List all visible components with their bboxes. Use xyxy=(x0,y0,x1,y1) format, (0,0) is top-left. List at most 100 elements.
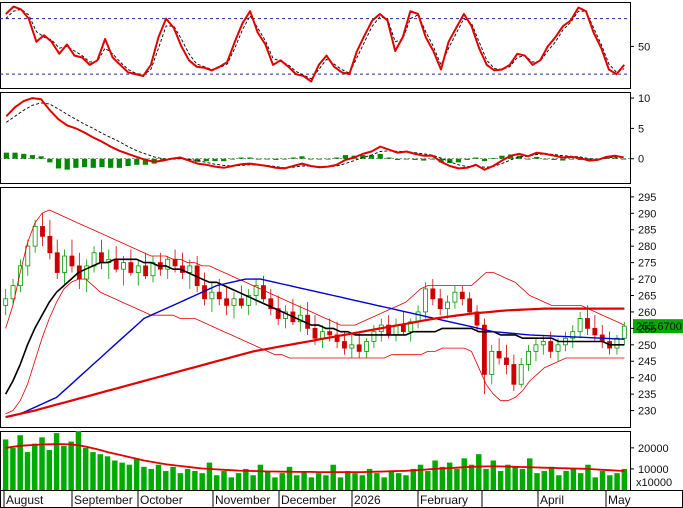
volume-bar xyxy=(359,475,366,490)
price-candle-body xyxy=(400,324,406,333)
volume-bar xyxy=(264,471,271,490)
price-candle-body xyxy=(555,344,561,352)
price-candle-body xyxy=(62,255,68,273)
macd-histogram-bar xyxy=(212,158,218,162)
volume-bar xyxy=(2,439,9,490)
macd-histogram-bar xyxy=(377,153,383,159)
macd-histogram-bar xyxy=(142,158,149,165)
volume-bar xyxy=(199,473,205,490)
volume-bar xyxy=(221,471,227,490)
volume-bar xyxy=(548,466,555,490)
volume-bar xyxy=(206,462,213,490)
price-ma-long-line xyxy=(5,278,625,418)
volume-bar xyxy=(184,468,191,490)
volume-bar xyxy=(468,464,475,490)
volume-bar xyxy=(323,475,329,490)
volume-unit-label: x10000 xyxy=(636,477,672,489)
panel-frame-stoch xyxy=(0,2,631,89)
price-bollinger-line xyxy=(5,209,625,329)
x-month-label: 2026 xyxy=(354,493,381,507)
x-month-label: February xyxy=(420,493,468,507)
stoch-series-line xyxy=(5,5,625,83)
price-tick-label: 260 xyxy=(638,307,656,319)
macd-histogram-bar xyxy=(290,157,296,159)
price-candle-body xyxy=(437,298,443,310)
volume-bar xyxy=(170,466,176,490)
macd-histogram-bar xyxy=(386,157,392,159)
last-price-badge xyxy=(633,319,683,334)
volume-bar xyxy=(301,471,307,490)
price-tick-label: 295 xyxy=(638,192,656,204)
price-candle-body xyxy=(452,291,458,303)
price-candle-body xyxy=(496,350,502,359)
macd-histogram-bar xyxy=(429,158,435,160)
price-candle-body xyxy=(172,258,178,267)
volume-bar xyxy=(483,468,489,490)
stoch-series-line xyxy=(5,8,625,80)
price-candle-body xyxy=(246,295,252,306)
macd-signal-line xyxy=(6,102,624,169)
macd-histogram-bar xyxy=(99,158,105,168)
price-candle-body xyxy=(268,298,274,310)
volume-bar xyxy=(294,475,300,490)
macd-histogram-bar xyxy=(481,158,488,162)
volume-bar xyxy=(439,466,446,490)
volume-bar xyxy=(403,475,409,490)
price-candle-body xyxy=(17,265,23,287)
price-candle-body xyxy=(430,288,436,300)
price-candle-body xyxy=(349,344,355,349)
macd-histogram-bar xyxy=(264,158,270,160)
volume-bar xyxy=(366,468,373,490)
volume-bar xyxy=(286,466,293,490)
volume-bar xyxy=(497,471,504,490)
macd-histogram-bar xyxy=(499,155,505,159)
volume-bar xyxy=(163,471,169,490)
volume-bar xyxy=(315,473,322,490)
macd-histogram-bar xyxy=(551,158,557,160)
macd-histogram-bar xyxy=(281,158,288,160)
macd-line xyxy=(5,97,624,171)
price-candle-body xyxy=(209,291,215,300)
price-ma-verylong-line xyxy=(5,307,625,419)
price-candle-body xyxy=(533,344,539,352)
volume-bar xyxy=(454,468,460,490)
macd-histogram-bar xyxy=(525,158,531,160)
volume-bar xyxy=(214,475,220,490)
x-month-label: November xyxy=(215,493,270,507)
volume-bar xyxy=(505,464,511,490)
volume-bar xyxy=(446,462,453,490)
price-candle-body xyxy=(364,341,369,352)
volume-bar xyxy=(61,445,67,490)
macd-histogram-bar xyxy=(125,158,131,167)
price-candle-body xyxy=(275,308,281,319)
macd-histogram-bar xyxy=(273,158,279,160)
macd-histogram-bar xyxy=(308,158,314,160)
price-tick-label: 255 xyxy=(638,323,656,335)
volume-bar xyxy=(417,464,424,490)
price-tick-label: 235 xyxy=(638,389,656,401)
price-candle-body xyxy=(423,288,428,313)
macd-histogram-bar xyxy=(325,158,331,160)
macd-histogram-bar xyxy=(334,157,340,159)
macd-histogram-bar xyxy=(134,158,140,165)
volume-bar xyxy=(97,454,103,490)
price-candle-body xyxy=(621,325,627,339)
macd-histogram-bar xyxy=(438,158,444,163)
price-candle-body xyxy=(592,327,598,336)
volume-bar xyxy=(46,449,53,490)
panel-frame-macd xyxy=(0,92,631,184)
stoch-tick-label: 50 xyxy=(638,41,650,53)
macd-histogram-bar xyxy=(394,158,401,160)
volume-bar xyxy=(119,462,125,490)
x-month-label: April xyxy=(540,493,564,507)
price-candle-body xyxy=(3,298,9,306)
macd-histogram-bar xyxy=(473,157,479,159)
price-candle-body xyxy=(54,252,60,273)
macd-histogram-bar xyxy=(360,155,366,159)
price-candle-body xyxy=(312,327,318,339)
price-candle-body xyxy=(47,235,53,254)
volume-bar xyxy=(345,471,351,490)
price-candle-body xyxy=(121,262,126,270)
macd-histogram-bar xyxy=(455,158,462,163)
